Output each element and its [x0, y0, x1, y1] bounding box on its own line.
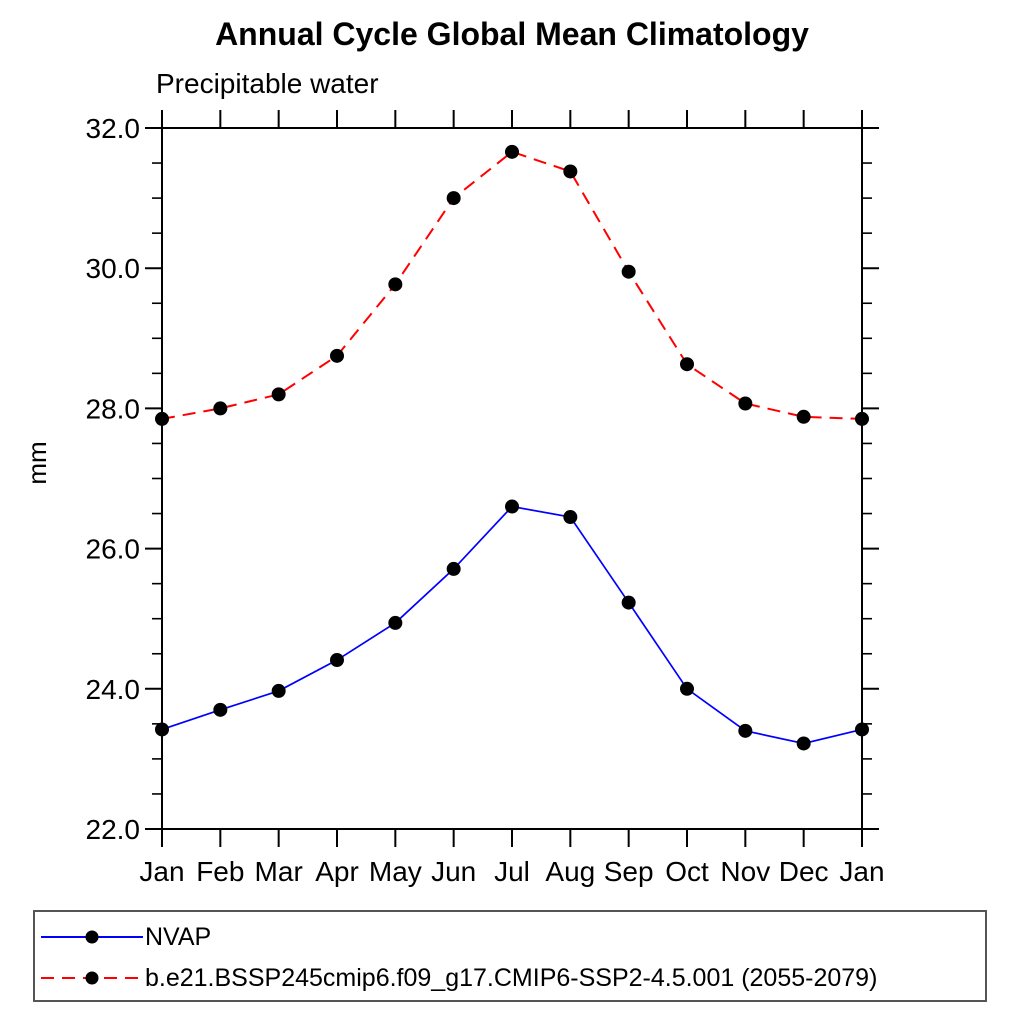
- data-point: [680, 357, 694, 372]
- data-point: [563, 510, 578, 525]
- data-point: [855, 722, 869, 737]
- data-point: [271, 387, 286, 402]
- data-point: [388, 277, 403, 292]
- legend-marker-dot: [85, 971, 99, 985]
- legend-label: NVAP: [145, 922, 212, 951]
- data-point: [213, 401, 228, 416]
- legend-label: b.e21.BSSP245cmip6.f09_g17.CMIP6-SSP2-4.…: [145, 963, 878, 992]
- data-point: [388, 615, 403, 630]
- data-point: [446, 191, 461, 206]
- x-axis-tick-label: May: [369, 856, 422, 887]
- legend-item: b.e21.BSSP245cmip6.f09_g17.CMIP6-SSP2-4.…: [39, 964, 877, 992]
- data-point: [213, 702, 228, 717]
- y-axis-tick-label: 30.0: [86, 253, 141, 284]
- x-axis-tick-label: Nov: [720, 856, 770, 887]
- series-line-0: [161, 505, 863, 745]
- y-axis-tick-label: 26.0: [86, 534, 141, 565]
- x-axis-tick-label: Sep: [604, 856, 654, 887]
- data-point: [563, 164, 578, 179]
- legend-marker-dot: [85, 930, 99, 944]
- data-point: [155, 722, 169, 737]
- legend-item: NVAP: [39, 923, 211, 951]
- data-point: [505, 144, 519, 159]
- data-point: [330, 348, 344, 363]
- x-axis-tick-label: Dec: [779, 856, 829, 887]
- data-point: [796, 736, 811, 751]
- series-line-1: [161, 150, 863, 420]
- data-point: [738, 396, 753, 411]
- data-point: [738, 723, 753, 738]
- x-axis-tick-label: Apr: [315, 856, 359, 887]
- data-point: [796, 409, 811, 424]
- data-point: [680, 681, 694, 696]
- data-point: [505, 499, 519, 514]
- legend-line-sample: [41, 930, 143, 944]
- legend-line-sample: [41, 971, 143, 985]
- data-point: [330, 653, 344, 668]
- data-point: [621, 264, 636, 279]
- legend-box: NVAP b.e21.BSSP245cmip6.f09_g17.CMIP6-SSP…: [33, 910, 987, 1002]
- chart-title: Annual Cycle Global Mean Climatology: [215, 16, 809, 52]
- data-point: [155, 411, 169, 426]
- x-axis-tick-label: Mar: [255, 856, 303, 887]
- x-axis-tick-label: Aug: [545, 856, 595, 887]
- x-axis-tick-label: Feb: [196, 856, 244, 887]
- x-axis-tick-label: Jan: [139, 856, 184, 887]
- y-axis-title: mm: [22, 441, 52, 484]
- x-axis-tick-label: Jun: [431, 856, 476, 887]
- data-point: [446, 561, 461, 576]
- data-point: [621, 595, 636, 610]
- y-axis-tick-label: 32.0: [86, 113, 141, 144]
- data-point: [271, 683, 286, 698]
- x-axis-tick-label: Oct: [665, 856, 709, 887]
- plot-box: [161, 127, 863, 830]
- y-axis-tick-label: 28.0: [86, 393, 141, 424]
- y-axis-tick-label: 22.0: [86, 814, 141, 845]
- y-axis-tick-label: 24.0: [86, 674, 141, 705]
- data-point: [855, 411, 869, 426]
- chart-subtitle: Precipitable water: [156, 68, 379, 99]
- x-axis-tick-label: Jul: [494, 856, 530, 887]
- x-axis-tick-label: Jan: [839, 856, 884, 887]
